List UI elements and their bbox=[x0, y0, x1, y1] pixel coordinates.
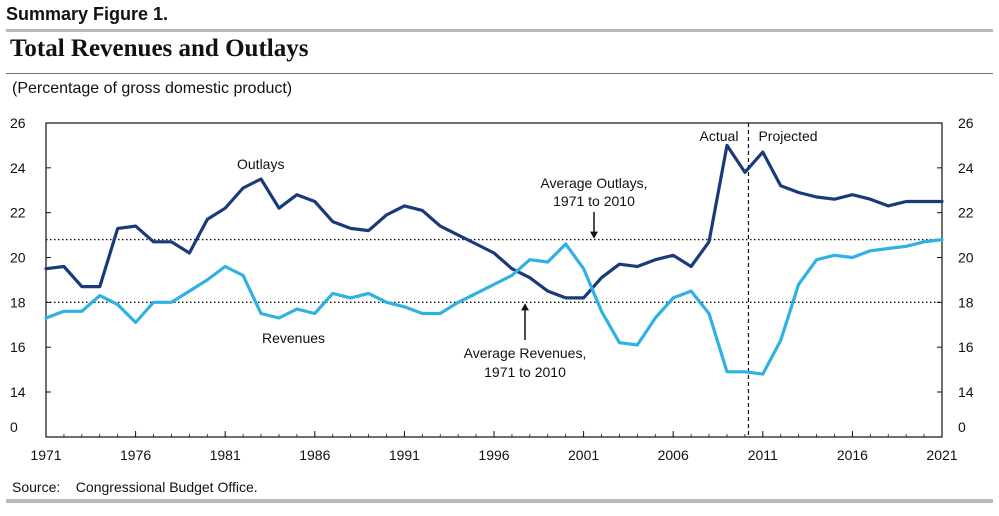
average-revenues-label-line2: 1971 to 2010 bbox=[484, 364, 566, 380]
revenues-series-label: Revenues bbox=[262, 330, 325, 346]
y-tick-label-right: 18 bbox=[958, 294, 974, 310]
y-tick-label-left: 18 bbox=[10, 294, 26, 310]
average-outlays-arrow-head bbox=[590, 231, 598, 239]
revenues-series-line bbox=[44, 238, 944, 376]
average-outlays-label-line2: 1971 to 2010 bbox=[553, 193, 635, 209]
y-tick-label-right: 0 bbox=[958, 419, 966, 435]
y-tick-label-right: 16 bbox=[958, 339, 974, 355]
y-tick-label-right: 20 bbox=[958, 250, 974, 266]
plot-frame bbox=[45, 122, 943, 438]
figure-label: Summary Figure 1. bbox=[6, 4, 169, 24]
outlays-series-line bbox=[44, 143, 944, 300]
x-tick-label: 2001 bbox=[568, 447, 599, 463]
bottom-rule bbox=[6, 499, 993, 503]
average-revenues-arrow-head bbox=[521, 303, 529, 311]
x-tick-label: 1986 bbox=[299, 447, 330, 463]
source-note: Source: Congressional Budget Office. bbox=[12, 479, 258, 495]
y-tick-label-left: 20 bbox=[10, 250, 26, 266]
title-rule bbox=[6, 73, 993, 74]
x-tick-label: 2021 bbox=[926, 447, 957, 463]
y-tick-label-right: 14 bbox=[958, 384, 974, 400]
x-tick-label: 2011 bbox=[748, 447, 778, 463]
x-tick-label: 1976 bbox=[120, 447, 151, 463]
y-tick-label-left: 24 bbox=[10, 160, 26, 176]
average-revenues-label-line1: Average Revenues, bbox=[464, 345, 587, 361]
x-tick-label: 1991 bbox=[389, 447, 420, 463]
y-tick-label-right: 22 bbox=[958, 205, 974, 221]
y-tick-label-left: 0 bbox=[10, 419, 18, 435]
outlays-series-label: Outlays bbox=[237, 156, 284, 172]
y-tick-label-left: 22 bbox=[10, 205, 26, 221]
y-tick-label-right: 26 bbox=[958, 115, 974, 131]
y-tick-label-left: 16 bbox=[10, 339, 26, 355]
x-tick-label: 1971 bbox=[30, 447, 61, 463]
top-rule bbox=[6, 29, 993, 32]
x-tick-label: 1996 bbox=[478, 447, 509, 463]
x-tick-label: 2006 bbox=[658, 447, 689, 463]
y-tick-label-right: 24 bbox=[958, 160, 974, 176]
chart-title: Total Revenues and Outlays bbox=[10, 35, 309, 62]
x-tick-label: 2016 bbox=[837, 447, 868, 463]
average-outlays-label-line1: Average Outlays, bbox=[540, 175, 647, 191]
y-tick-label-left: 14 bbox=[10, 384, 26, 400]
actual-label: Actual bbox=[700, 128, 739, 144]
projected-label: Projected bbox=[758, 128, 817, 144]
x-tick-label: 1981 bbox=[210, 447, 241, 463]
y-tick-label-left: 26 bbox=[10, 115, 26, 131]
chart-subtitle: (Percentage of gross domestic product) bbox=[12, 80, 293, 97]
